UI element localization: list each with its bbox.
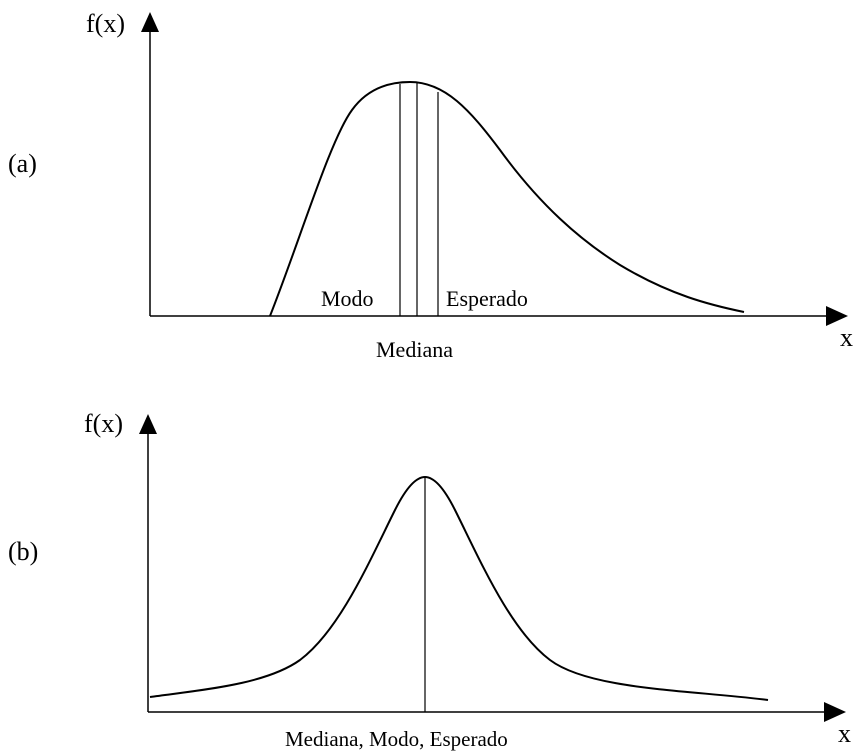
panel-a-y-axis-arrow [141,12,159,32]
panel-a-x-axis-label: x [840,323,853,352]
panel-b-x-axis-arrow [824,702,846,722]
panel-a-y-axis-label: f(x) [86,9,125,38]
panel-a-esperado-label: Esperado [446,286,528,311]
panel-b-label: (b) [8,537,38,566]
panel-b-y-axis-label: f(x) [84,409,123,438]
panel-a-skewed-curve [269,80,745,317]
panel-b-marker-label: Mediana, Modo, Esperado [285,727,508,751]
panel-a-x-axis-arrow [826,306,848,326]
panel-b-symmetric-curve [149,475,769,701]
panel-b: (b) f(x) x Mediana, Modo, Esperado [8,409,851,751]
panel-a: (a) f(x) x Modo Esperado Mediana [8,9,853,362]
panel-a-modo-label: Modo [321,286,374,311]
panel-a-mediana-label: Mediana [376,337,453,362]
panel-b-x-axis-label: x [838,719,851,748]
panel-a-label: (a) [8,149,37,178]
panel-b-y-axis-arrow [139,414,157,434]
